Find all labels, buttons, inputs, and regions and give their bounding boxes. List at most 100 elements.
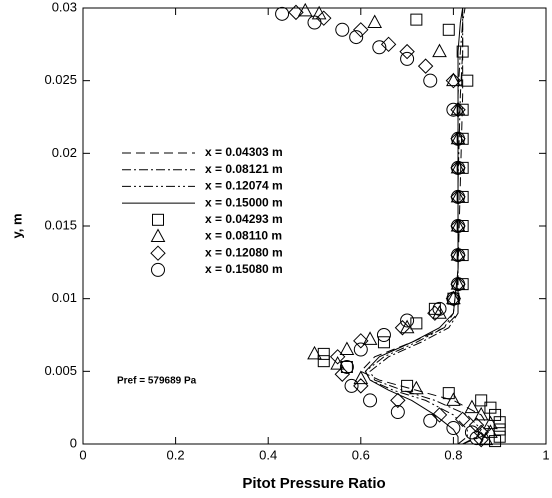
data-point <box>446 102 461 117</box>
data-point <box>297 2 313 17</box>
data-point <box>489 435 502 448</box>
data-point <box>450 130 466 145</box>
data-point <box>483 415 498 430</box>
data-point <box>451 160 466 175</box>
data-point <box>427 305 443 321</box>
data-point <box>464 399 480 414</box>
data-point <box>493 416 506 429</box>
y-tick-label: 0.015 <box>44 217 77 232</box>
x-tick-label: 0.2 <box>167 447 185 462</box>
legend-label: x = 0.12074 m <box>205 179 283 193</box>
x-tick-label: 1 <box>542 447 549 462</box>
data-point <box>288 4 304 21</box>
data-point <box>432 43 447 58</box>
data-point <box>473 424 489 441</box>
data-point <box>451 131 466 146</box>
data-point <box>376 328 391 342</box>
y-tick-label: 0.03 <box>52 0 77 14</box>
data-point <box>353 370 369 385</box>
data-point <box>339 341 355 356</box>
data-point <box>316 10 332 26</box>
y-tick-label: 0.025 <box>44 72 77 87</box>
data-point <box>445 72 462 89</box>
x-tick-label: 0 <box>79 447 86 462</box>
data-point <box>456 45 469 58</box>
data-point <box>317 355 330 368</box>
data-point <box>442 387 455 400</box>
data-point <box>353 333 369 349</box>
data-point <box>461 74 474 87</box>
legend-label: x = 0.12080 m <box>205 245 283 259</box>
data-point <box>493 423 506 436</box>
data-point <box>409 380 424 395</box>
x-tick-label: 0.6 <box>352 447 370 462</box>
legend-label: x = 0.08110 m <box>205 229 282 243</box>
data-point <box>432 305 447 319</box>
data-point <box>400 51 415 66</box>
profile-line <box>359 8 492 445</box>
data-point <box>410 317 423 330</box>
data-point <box>363 393 378 408</box>
y-tick-label: 0.005 <box>44 363 77 378</box>
data-point <box>431 407 448 423</box>
data-point <box>450 247 466 261</box>
data-point <box>353 342 368 357</box>
data-point <box>329 349 346 365</box>
data-point <box>410 13 423 26</box>
data-point <box>339 359 354 374</box>
data-point <box>451 189 466 204</box>
y-axis-label: y, m <box>9 213 24 238</box>
data-point <box>423 73 438 88</box>
legend-marker <box>151 262 165 277</box>
data-point <box>446 421 461 436</box>
data-point <box>353 22 369 38</box>
data-point <box>275 6 290 21</box>
legend-label: x = 0.04293 m <box>205 212 283 226</box>
data-point <box>344 378 359 393</box>
data-point <box>335 22 350 37</box>
data-point <box>400 313 415 328</box>
data-point <box>307 15 322 30</box>
data-point <box>349 30 364 45</box>
data-point <box>390 392 406 409</box>
data-point <box>450 276 466 290</box>
data-point <box>450 188 466 203</box>
data-point <box>311 5 327 20</box>
legend-label: x = 0.15000 m <box>205 195 283 209</box>
data-point <box>473 406 489 421</box>
data-point <box>394 320 411 336</box>
data-point <box>423 413 438 428</box>
legend-label: x = 0.04303 m <box>205 145 283 159</box>
legend-marker <box>152 213 164 226</box>
data-point <box>372 40 387 55</box>
annotation: Pref = 579689 Pa <box>117 376 197 387</box>
data-point <box>493 430 506 443</box>
data-point <box>334 366 350 382</box>
x-tick-label: 0.8 <box>444 447 462 462</box>
data-point <box>450 159 466 174</box>
data-point <box>399 319 415 334</box>
data-point <box>401 379 414 392</box>
data-point <box>454 411 471 428</box>
data-point <box>432 301 447 316</box>
data-point <box>362 331 378 345</box>
data-point <box>450 217 466 232</box>
data-point <box>446 290 461 305</box>
data-point <box>330 356 345 370</box>
profile-line <box>364 8 468 445</box>
y-tick-label: 0.01 <box>52 290 77 305</box>
data-point <box>446 392 461 406</box>
legend-label: x = 0.08121 m <box>205 162 283 176</box>
data-point <box>417 58 434 74</box>
x-axis-label: Pitot Pressure Ratio <box>242 475 385 492</box>
data-point <box>442 23 455 36</box>
y-tick-label: 0.02 <box>52 145 77 160</box>
data-point <box>464 425 479 440</box>
legend-marker <box>150 245 166 261</box>
profile-line <box>369 7 482 445</box>
data-point <box>484 401 497 414</box>
data-point <box>380 36 397 53</box>
data-point <box>489 408 502 421</box>
data-point <box>451 219 466 233</box>
